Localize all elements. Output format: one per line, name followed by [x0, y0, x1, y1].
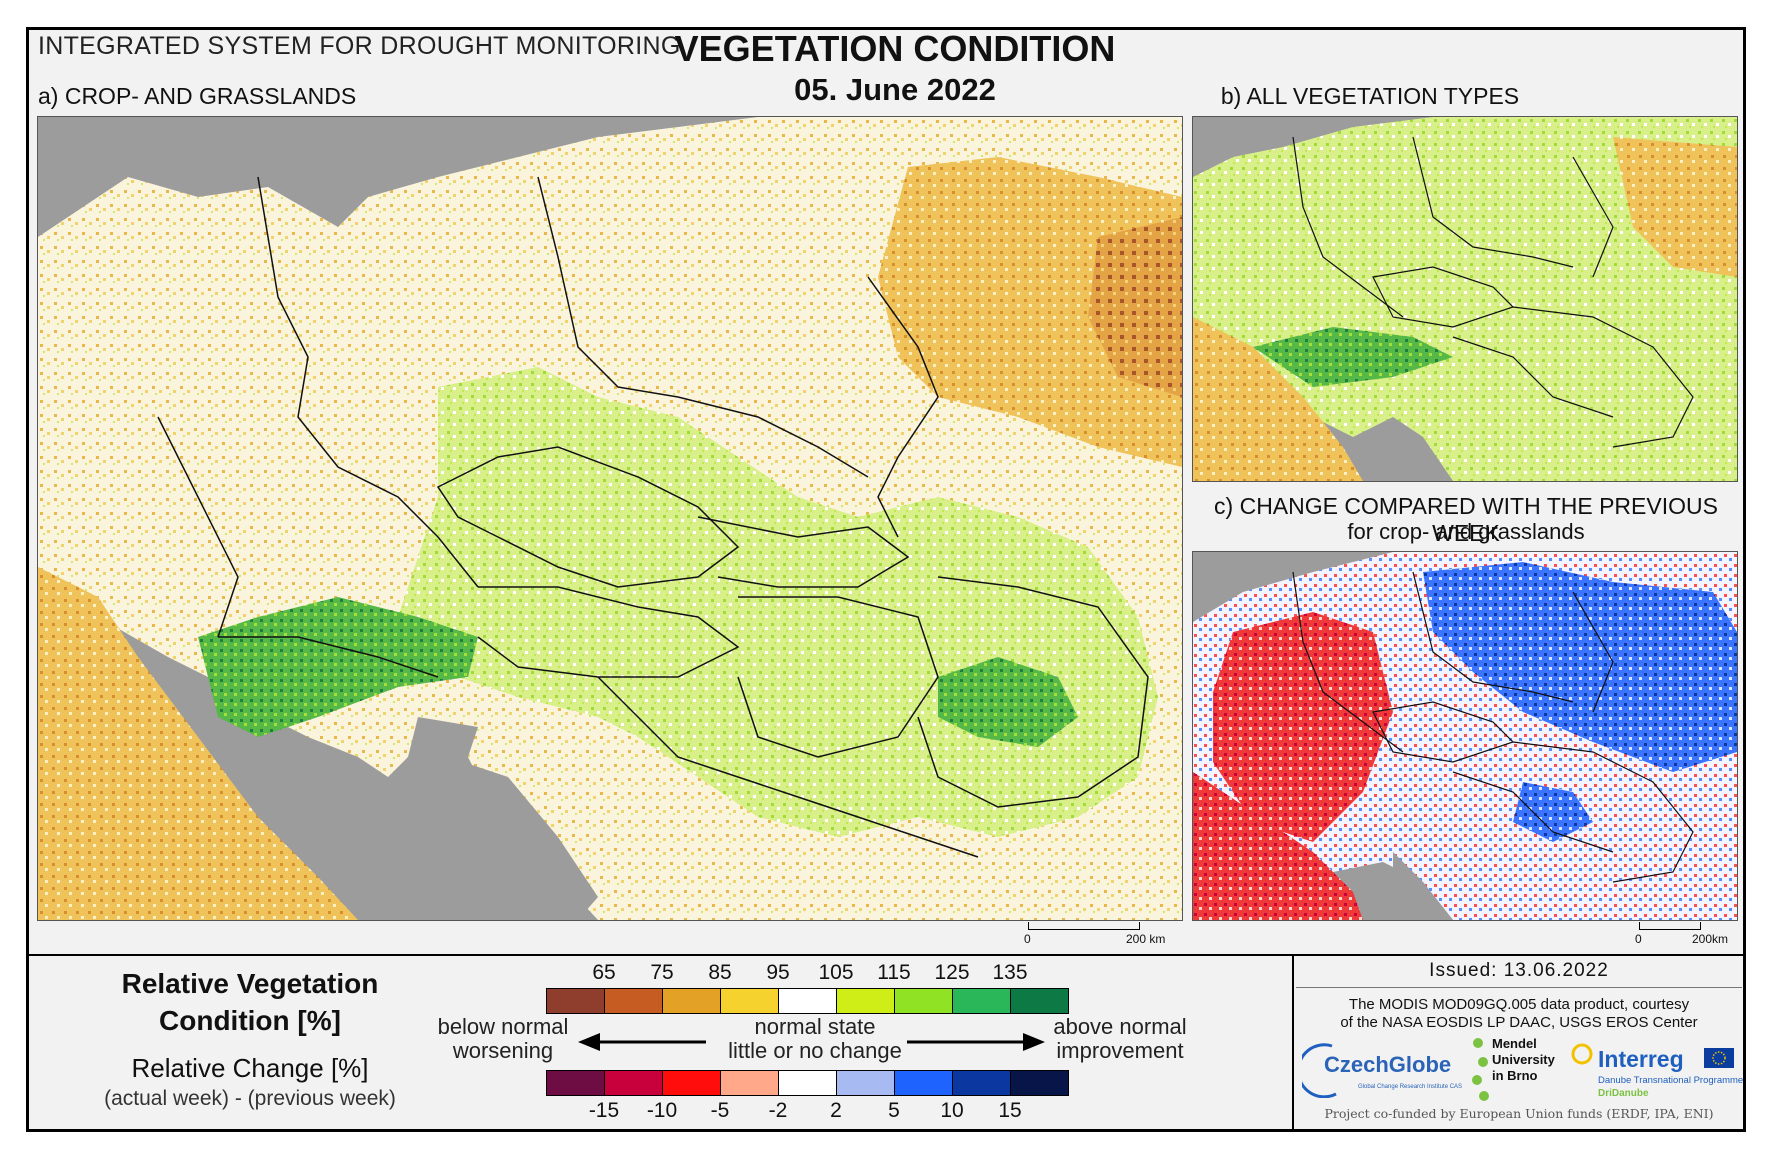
change-tick-label: -15 — [588, 1099, 620, 1122]
panel-c-sublabel: for crop- and grasslands — [1347, 519, 1585, 544]
scalebar-a: 0 200 km — [1016, 922, 1176, 952]
change-swatch — [953, 1071, 1011, 1095]
condition-tick-label: 105 — [818, 961, 854, 984]
condition-tick-label: 75 — [650, 961, 674, 984]
change-swatch — [663, 1071, 721, 1095]
condition-swatch — [721, 989, 779, 1013]
change-tick-label: 10 — [940, 1099, 964, 1122]
condition-tick-label: 85 — [708, 961, 732, 984]
czechglobe-subtitle: Global Change Research Institute CAS — [1358, 1084, 1463, 1090]
change-legend-title: Relative Change [%] — [131, 1053, 369, 1083]
condition-tick-label: 135 — [992, 961, 1028, 984]
condition-swatch — [837, 989, 895, 1013]
czechglobe-logo: CzechGlobe Global Change Research Instit… — [1302, 1040, 1472, 1098]
mendel-line1: Mendel — [1492, 1036, 1537, 1051]
map-weekly-change — [1192, 551, 1738, 921]
change-swatch — [837, 1071, 895, 1095]
scalebar-c-zero: 0 — [1635, 932, 1642, 946]
change-swatch — [779, 1071, 837, 1095]
credit-line1: The MODIS MOD09GQ.005 data product, cour… — [1348, 996, 1690, 1013]
change-swatch — [721, 1071, 779, 1095]
condition-swatch — [605, 989, 663, 1013]
condition-swatch — [779, 989, 837, 1013]
change-legend-subtitle: (actual week) - (previous week) — [104, 1087, 396, 1110]
left-text-line2: worsening — [452, 1038, 554, 1063]
condition-swatch — [547, 989, 605, 1013]
panel-a-label: a) CROP- AND GRASSLANDS — [38, 83, 357, 109]
change-tick-label: -2 — [768, 1099, 788, 1122]
funding-note: Project co-funded by European Union fund… — [1324, 1106, 1714, 1121]
map-date: 05. June 2022 — [794, 72, 996, 107]
right-text-line1: above normal — [1053, 1014, 1187, 1039]
legend-divider — [29, 954, 1743, 956]
mendel-university-logo: Mendel University in Brno — [1470, 1036, 1585, 1102]
condition-legend-title: Relative Vegetation Condition [%] — [90, 965, 410, 1039]
change-swatch — [605, 1071, 663, 1095]
right-text-line2: improvement — [1056, 1038, 1184, 1063]
center-text-line1: normal state — [754, 1014, 876, 1039]
legend-left-text: below normal worsening — [428, 1015, 578, 1063]
condition-title-line1: Relative Vegetation — [121, 968, 379, 999]
legend-center-text: normal state little or no change — [705, 1015, 925, 1063]
condition-tick-label: 65 — [592, 961, 616, 984]
change-tick-label: -10 — [646, 1099, 678, 1122]
scalebar-a-max: 200 km — [1126, 932, 1166, 946]
map-crop-grasslands — [37, 116, 1183, 921]
issued-divider — [1296, 987, 1742, 988]
change-swatch — [1011, 1071, 1068, 1095]
condition-swatch — [953, 989, 1011, 1013]
panel-c-label: c) CHANGE COMPARED WITH THE PREVIOUS WEE… — [1214, 493, 1718, 546]
interreg-project: DriDanube — [1598, 1088, 1649, 1099]
footer-divider — [1292, 956, 1294, 1129]
credit-line2: of the NASA EOSDIS LP DAAC, USGS EROS Ce… — [1340, 1014, 1698, 1031]
condition-swatch — [1011, 989, 1068, 1013]
czechglobe-name: CzechGlobe — [1324, 1052, 1452, 1077]
change-tick-label: -5 — [710, 1099, 730, 1122]
scalebar-c: 0 200km — [1634, 922, 1744, 952]
interreg-name: Interreg — [1598, 1046, 1684, 1072]
condition-tick-label: 115 — [877, 961, 911, 984]
condition-color-ramp — [546, 988, 1069, 1014]
scalebar-c-max: 200km — [1692, 932, 1729, 946]
condition-tick-label: 95 — [766, 961, 790, 984]
map-all-vegetation — [1192, 116, 1738, 482]
interreg-programme: Danube Transnational Programme — [1598, 1075, 1744, 1086]
mendel-line2: University — [1492, 1052, 1555, 1067]
change-color-ramp — [546, 1070, 1069, 1096]
main-title: VEGETATION CONDITION — [674, 28, 1116, 69]
system-title: INTEGRATED SYSTEM FOR DROUGHT MONITORING — [38, 32, 681, 60]
mendel-line3: in Brno — [1492, 1068, 1538, 1083]
data-credit: The MODIS MOD09GQ.005 data product, cour… — [1296, 996, 1742, 1032]
condition-title-line2: Condition [%] — [159, 1005, 341, 1036]
interreg-logo: Interreg Danube Transnational Programme … — [1570, 1040, 1744, 1102]
center-text-line2: little or no change — [728, 1038, 902, 1063]
legend-right-text: above normal improvement — [1045, 1015, 1195, 1063]
panel-b-label: b) ALL VEGETATION TYPES — [1220, 83, 1520, 109]
change-tick-label: 2 — [830, 1099, 842, 1122]
condition-swatch — [895, 989, 953, 1013]
scalebar-a-zero: 0 — [1024, 932, 1031, 946]
condition-swatch — [663, 989, 721, 1013]
issued-date: Issued: 13.06.2022 — [1429, 960, 1609, 981]
change-tick-label: 15 — [998, 1099, 1022, 1122]
change-tick-label: 5 — [888, 1099, 900, 1122]
change-swatch — [547, 1071, 605, 1095]
improvement-arrow-icon — [907, 1033, 1045, 1051]
worsening-arrow-icon — [578, 1033, 706, 1051]
change-swatch — [895, 1071, 953, 1095]
left-text-line1: below normal — [437, 1014, 569, 1039]
condition-tick-label: 125 — [934, 961, 970, 984]
